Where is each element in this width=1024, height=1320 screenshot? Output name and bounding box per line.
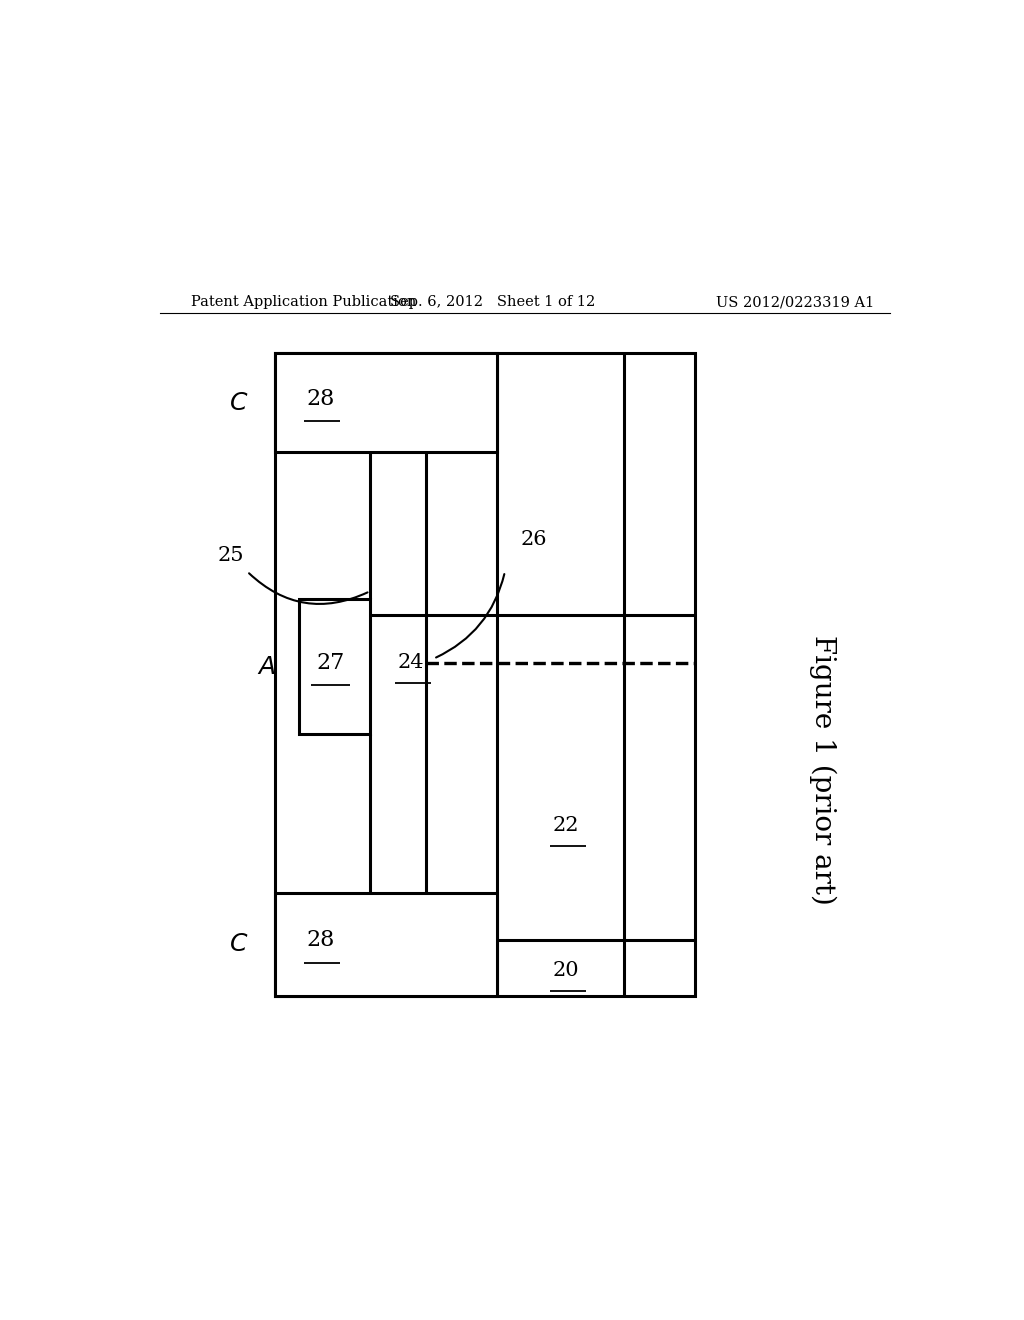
Text: C: C <box>230 391 248 414</box>
Text: 28: 28 <box>306 388 335 409</box>
Text: C: C <box>230 932 248 957</box>
Text: 27: 27 <box>316 652 344 673</box>
Bar <box>274 354 497 453</box>
Text: US 2012/0223319 A1: US 2012/0223319 A1 <box>716 296 873 309</box>
Bar <box>274 892 497 997</box>
Text: 24: 24 <box>397 653 424 672</box>
Text: 28: 28 <box>306 929 335 952</box>
Text: Sep. 6, 2012   Sheet 1 of 12: Sep. 6, 2012 Sheet 1 of 12 <box>390 296 596 309</box>
Text: 26: 26 <box>521 531 548 549</box>
Bar <box>299 599 370 734</box>
Text: Figure 1 (prior art): Figure 1 (prior art) <box>809 635 836 904</box>
Bar <box>274 354 695 997</box>
Text: 20: 20 <box>553 961 580 979</box>
Text: 22: 22 <box>553 816 580 834</box>
Text: A: A <box>258 655 275 678</box>
Text: Patent Application Publication: Patent Application Publication <box>191 296 417 309</box>
Text: 25: 25 <box>218 546 245 565</box>
